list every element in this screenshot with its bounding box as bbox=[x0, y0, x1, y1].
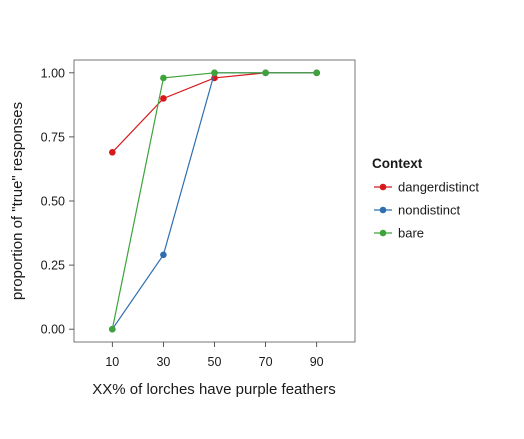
data-point-bare bbox=[160, 74, 167, 82]
legend-title: Context bbox=[372, 156, 423, 171]
legend-item-nondistinct: nondistinct bbox=[374, 203, 461, 218]
legend-label: dangerdistinct bbox=[398, 180, 479, 195]
legend-marker bbox=[379, 229, 387, 237]
x-tick-label: 50 bbox=[208, 355, 222, 369]
x-tick-label: 70 bbox=[259, 355, 273, 369]
x-axis-title: XX% of lorches have purple feathers bbox=[92, 381, 335, 398]
x-tick-label: 30 bbox=[156, 355, 170, 369]
x-axis: 10 30 50 70 90 bbox=[105, 342, 324, 369]
legend-label: bare bbox=[398, 226, 424, 241]
series-layer bbox=[109, 69, 320, 333]
data-point-nondistinct bbox=[160, 251, 167, 259]
data-point-bare bbox=[262, 69, 269, 77]
y-axis: 0.00 0.25 0.50 0.75 1.00 bbox=[41, 66, 74, 337]
plot-panel bbox=[73, 59, 356, 343]
y-tick-label: 0.75 bbox=[41, 130, 65, 144]
x-tick-label: 90 bbox=[310, 355, 324, 369]
data-point-dangerdistinct bbox=[160, 95, 167, 102]
y-tick-label: 1.00 bbox=[41, 66, 65, 80]
y-tick-label: 0.00 bbox=[41, 323, 65, 337]
legend-marker bbox=[379, 206, 387, 214]
legend-label: nondistinct bbox=[398, 203, 461, 218]
legend-marker bbox=[379, 183, 387, 191]
y-axis-title: proportion of "true" responses bbox=[9, 102, 26, 300]
data-point-bare bbox=[109, 325, 116, 333]
legend: Context dangerdistinct nondistinct bare bbox=[372, 156, 479, 241]
data-point-bare bbox=[313, 69, 320, 77]
legend-item-dangerdistinct: dangerdistinct bbox=[374, 180, 479, 195]
series-bare bbox=[109, 69, 320, 333]
data-point-bare bbox=[211, 69, 218, 77]
y-tick-label: 0.25 bbox=[41, 259, 65, 273]
legend-item-bare: bare bbox=[374, 226, 424, 241]
y-tick-label: 0.50 bbox=[41, 195, 65, 209]
x-tick-label: 10 bbox=[105, 355, 119, 369]
data-point-dangerdistinct bbox=[109, 148, 116, 156]
